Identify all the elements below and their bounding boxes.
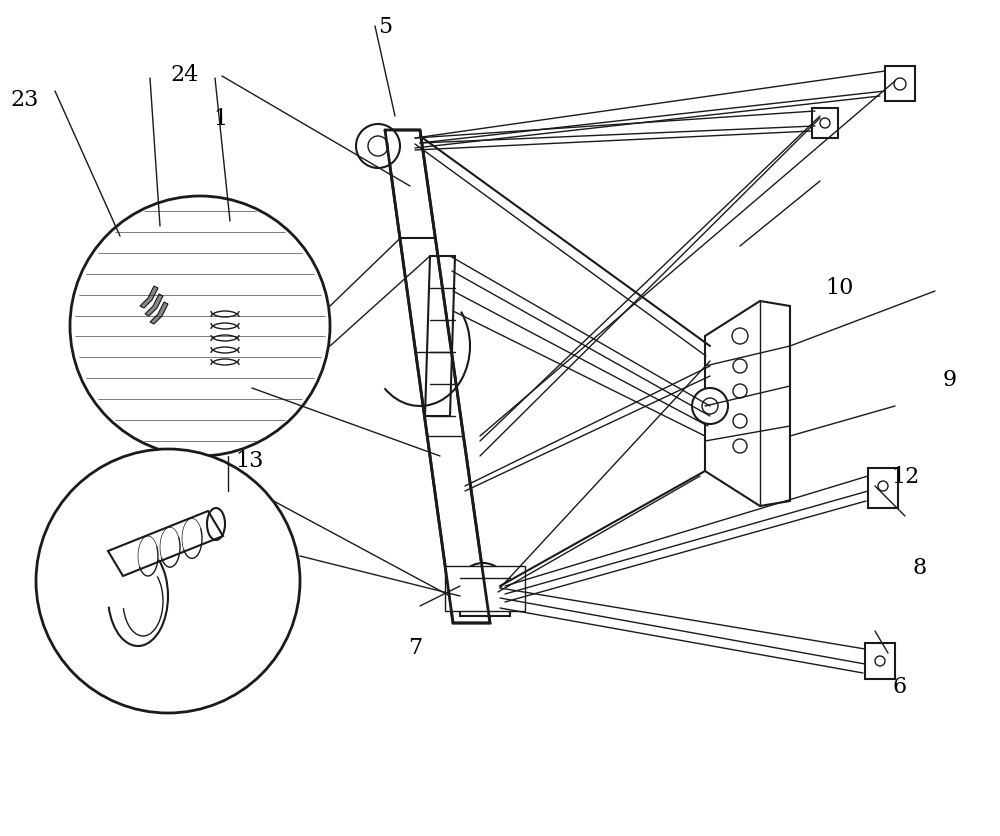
Circle shape (692, 388, 728, 424)
Circle shape (471, 576, 495, 600)
Circle shape (875, 656, 885, 666)
Polygon shape (385, 130, 490, 623)
Circle shape (368, 136, 388, 156)
Circle shape (733, 439, 747, 453)
Circle shape (458, 563, 508, 613)
Circle shape (356, 124, 400, 168)
Polygon shape (460, 596, 510, 616)
Circle shape (820, 118, 830, 128)
Polygon shape (812, 108, 838, 138)
Circle shape (702, 398, 718, 414)
Polygon shape (865, 643, 895, 679)
Text: 1: 1 (213, 108, 227, 130)
Polygon shape (150, 302, 168, 324)
Text: 23: 23 (11, 89, 39, 111)
Polygon shape (445, 566, 525, 611)
Circle shape (36, 449, 300, 713)
Text: 13: 13 (236, 451, 264, 472)
Polygon shape (140, 286, 158, 308)
Polygon shape (868, 468, 898, 508)
Circle shape (732, 328, 748, 344)
Polygon shape (705, 301, 790, 506)
Circle shape (894, 78, 906, 90)
Text: 6: 6 (893, 676, 907, 698)
Text: 9: 9 (943, 370, 957, 391)
Text: 24: 24 (171, 64, 199, 86)
Polygon shape (885, 66, 915, 101)
Text: 8: 8 (913, 558, 927, 579)
Circle shape (733, 414, 747, 428)
Circle shape (878, 481, 888, 491)
Text: 5: 5 (378, 16, 392, 38)
Text: 10: 10 (826, 278, 854, 299)
Circle shape (733, 384, 747, 398)
Text: 12: 12 (891, 466, 919, 487)
Polygon shape (145, 294, 163, 316)
Circle shape (70, 196, 330, 456)
Polygon shape (108, 511, 223, 576)
Circle shape (733, 359, 747, 373)
Text: 7: 7 (408, 637, 422, 659)
